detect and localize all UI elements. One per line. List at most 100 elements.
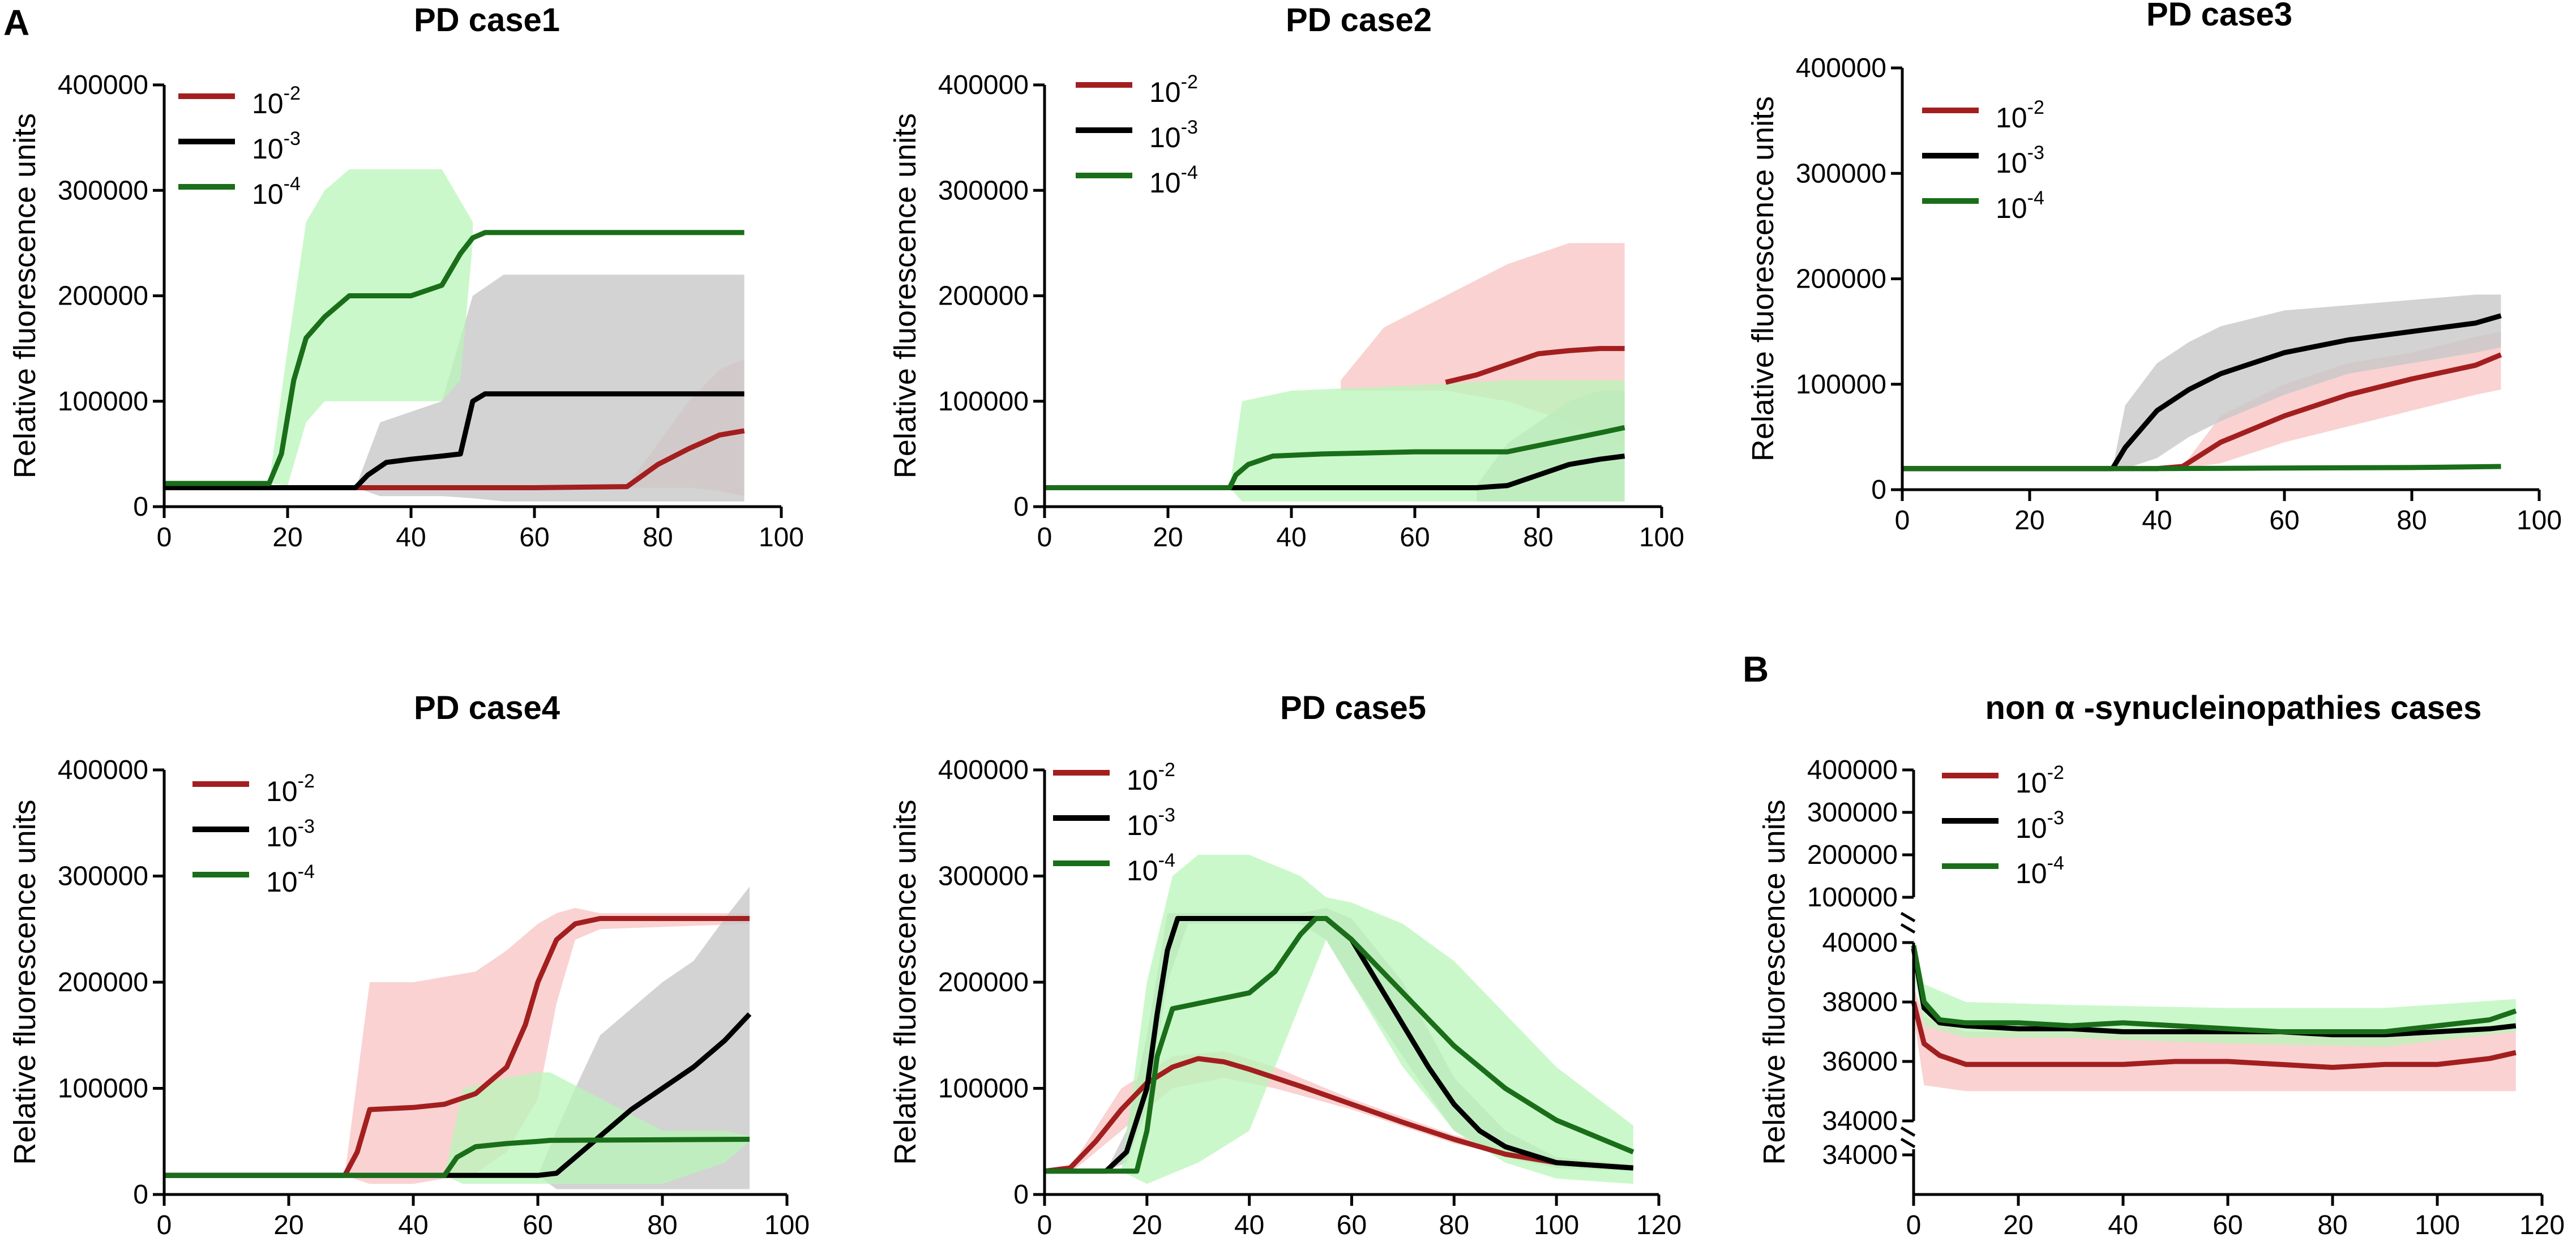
legend-base: 10: [266, 866, 298, 898]
legend-base: 10: [1127, 855, 1158, 887]
series-line-10-3: [1902, 313, 2502, 472]
series-line-10-4: [1045, 916, 1634, 1174]
legend-label: 10-4: [266, 861, 315, 898]
legend-label: 10-2: [252, 83, 301, 119]
x-tick-label: 0: [1037, 523, 1052, 553]
y-tick-label: 36000: [1822, 1047, 1898, 1077]
x-tick-label: 80: [1523, 523, 1553, 553]
legend-exponent: -2: [1158, 759, 1175, 781]
x-tick-label: 20: [2003, 1210, 2033, 1240]
legend-exponent: -4: [1181, 162, 1198, 183]
series-line-10-4: [164, 230, 744, 486]
legend-exponent: -3: [1158, 804, 1175, 826]
series-line-10-2: [164, 916, 750, 1178]
series-line-10-3: [1045, 453, 1625, 490]
x-tick-label: 100: [2517, 506, 2562, 536]
y-tick-label: 0: [1871, 475, 1886, 505]
y-tick-label: 0: [1013, 492, 1029, 522]
panel-letter-a: A: [3, 2, 29, 43]
x-tick-label: 60: [1337, 1210, 1367, 1240]
legend-base: 10: [1149, 167, 1181, 199]
series-line-10-2: [1445, 346, 1625, 385]
x-tick-label: 40: [396, 523, 426, 553]
legend-label: 10-3: [1149, 117, 1198, 153]
x-tick-label: 60: [1400, 523, 1430, 553]
band-10-2: [345, 907, 750, 1184]
legend-label: 10-3: [1996, 142, 2044, 179]
legend-exponent: -2: [284, 83, 301, 104]
y-tick-label: 100000: [938, 1074, 1029, 1104]
x-tick-label: 120: [2519, 1210, 2565, 1240]
legend-base: 10: [1996, 147, 2027, 179]
y-tick-label: 200000: [58, 281, 148, 311]
legend-label: 10-3: [2016, 807, 2064, 844]
legend-label: 10-4: [1996, 187, 2044, 224]
legend-label: 10-4: [1149, 162, 1198, 199]
chart-title: PD case3: [2146, 0, 2292, 33]
y-tick-label: 300000: [938, 862, 1029, 892]
legend-exponent: -3: [284, 128, 301, 149]
x-tick-label: 40: [1234, 1210, 1264, 1240]
axis-break-mark: [1900, 1126, 1916, 1137]
band-10-3: [2112, 294, 2501, 469]
band-10-4: [1230, 380, 1625, 502]
legend-exponent: -2: [2047, 762, 2064, 783]
x-tick-label: 40: [2108, 1210, 2138, 1240]
series-line-10-3: [1911, 948, 2517, 1038]
series-line-10-2: [1044, 1056, 1634, 1174]
y-tick-label: 400000: [1796, 53, 1886, 83]
y-tick-label: 200000: [58, 967, 148, 997]
y-tick-label: 100000: [1807, 883, 1898, 913]
axis-break-mark: [1900, 923, 1916, 934]
y-tick-label: 200000: [938, 967, 1029, 997]
legend-base: 10: [1149, 122, 1181, 153]
chart-title: PD case4: [414, 690, 560, 726]
series-line-10-4: [164, 1137, 750, 1178]
band-10-4: [1121, 855, 1633, 1184]
legend-base: 10: [266, 821, 298, 853]
legend-exponent: -3: [2047, 807, 2064, 829]
y-tick-label: 0: [133, 492, 148, 522]
y-tick-label: 400000: [1807, 755, 1898, 785]
band-10-2: [2183, 331, 2501, 469]
y-tick-label: 34000: [1822, 1106, 1898, 1136]
legend-exponent: -2: [1181, 71, 1198, 93]
legend-exponent: -4: [1158, 850, 1175, 871]
y-tick-label: 300000: [58, 175, 148, 205]
legend-base: 10: [1996, 102, 2027, 134]
x-tick-label: 60: [2269, 506, 2299, 536]
legend-base: 10: [252, 178, 284, 210]
legend-label: 10-2: [266, 770, 315, 807]
legend-label: 10-3: [1127, 804, 1175, 841]
panel-letter-b: B: [1743, 649, 1769, 690]
axis-break-mark: [1900, 1137, 1916, 1149]
y-tick-label: 100000: [938, 387, 1029, 417]
legend-exponent: -2: [298, 770, 315, 792]
band-10-4: [1914, 936, 2516, 1047]
legend-label: 10-2: [1127, 759, 1175, 796]
legend-base: 10: [252, 88, 284, 119]
y-tick-label: 200000: [1807, 840, 1898, 870]
legend-exponent: -3: [2027, 142, 2044, 164]
y-tick-label: 40000: [1822, 928, 1898, 958]
y-tick-label: 300000: [938, 175, 1029, 205]
legend-base: 10: [1127, 764, 1158, 796]
y-tick-label: 400000: [938, 70, 1029, 100]
y-axis-label: Relative fluorescence units: [888, 799, 922, 1164]
y-tick-label: 200000: [938, 281, 1029, 311]
x-tick-label: 20: [1132, 1210, 1162, 1240]
y-tick-label: 100000: [1796, 370, 1886, 400]
y-tick-label: 300000: [58, 862, 148, 892]
x-tick-label: 0: [1895, 506, 1910, 536]
legend-base: 10: [266, 776, 298, 807]
y-tick-label: 400000: [938, 755, 1029, 785]
legend-exponent: -4: [2027, 187, 2044, 209]
x-tick-label: 40: [2142, 506, 2172, 536]
x-tick-label: 60: [519, 523, 549, 553]
legend-base: 10: [2016, 767, 2047, 799]
legend-base: 10: [2016, 858, 2047, 889]
